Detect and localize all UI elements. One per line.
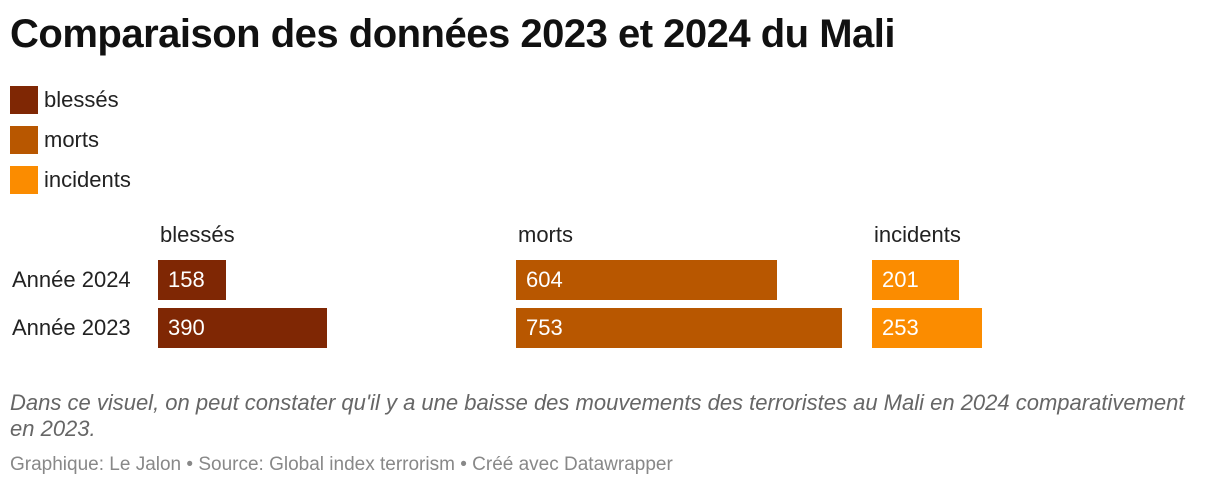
bar-value-label: 158 — [168, 267, 205, 292]
bar-value-label: 201 — [882, 267, 919, 292]
bar-blessés-0: 158 — [158, 260, 227, 300]
bar-incidents-1: 253 — [872, 308, 982, 348]
bar-morts-0: 604 — [516, 260, 778, 300]
bar-incidents-0: 201 — [872, 260, 960, 300]
legend-label-incidents: incidents — [44, 167, 131, 192]
legend-item-blesses: blessés — [10, 80, 131, 120]
row-label: Année 2023 — [12, 315, 131, 340]
bar-value-label: 253 — [882, 315, 919, 340]
legend-item-incidents: incidents — [10, 160, 131, 200]
panel-header-1: morts — [518, 222, 573, 247]
legend-label-blesses: blessés — [44, 87, 119, 112]
bar-blessés-1: 390 — [158, 308, 327, 348]
panel-header-2: incidents — [874, 222, 961, 247]
legend-item-morts: morts — [10, 120, 131, 160]
legend-swatch-incidents — [10, 166, 38, 194]
row-label: Année 2024 — [12, 267, 131, 292]
chart-footer: Graphique: Le Jalon • Source: Global ind… — [10, 454, 673, 475]
panel-header-0: blessés — [160, 222, 235, 247]
chart-title: Comparaison des données 2023 et 2024 du … — [10, 12, 896, 56]
legend-swatch-morts — [10, 126, 38, 154]
bar-value-label: 753 — [526, 315, 563, 340]
bar-value-label: 604 — [526, 267, 563, 292]
bar-morts-1: 753 — [516, 308, 842, 348]
chart-caption: Dans ce visuel, on peut constater qu'il … — [10, 390, 1185, 441]
legend-label-morts: morts — [44, 127, 99, 152]
bar-value-label: 390 — [168, 315, 205, 340]
legend: blessés morts incidents — [10, 80, 131, 200]
legend-swatch-blesses — [10, 86, 38, 114]
